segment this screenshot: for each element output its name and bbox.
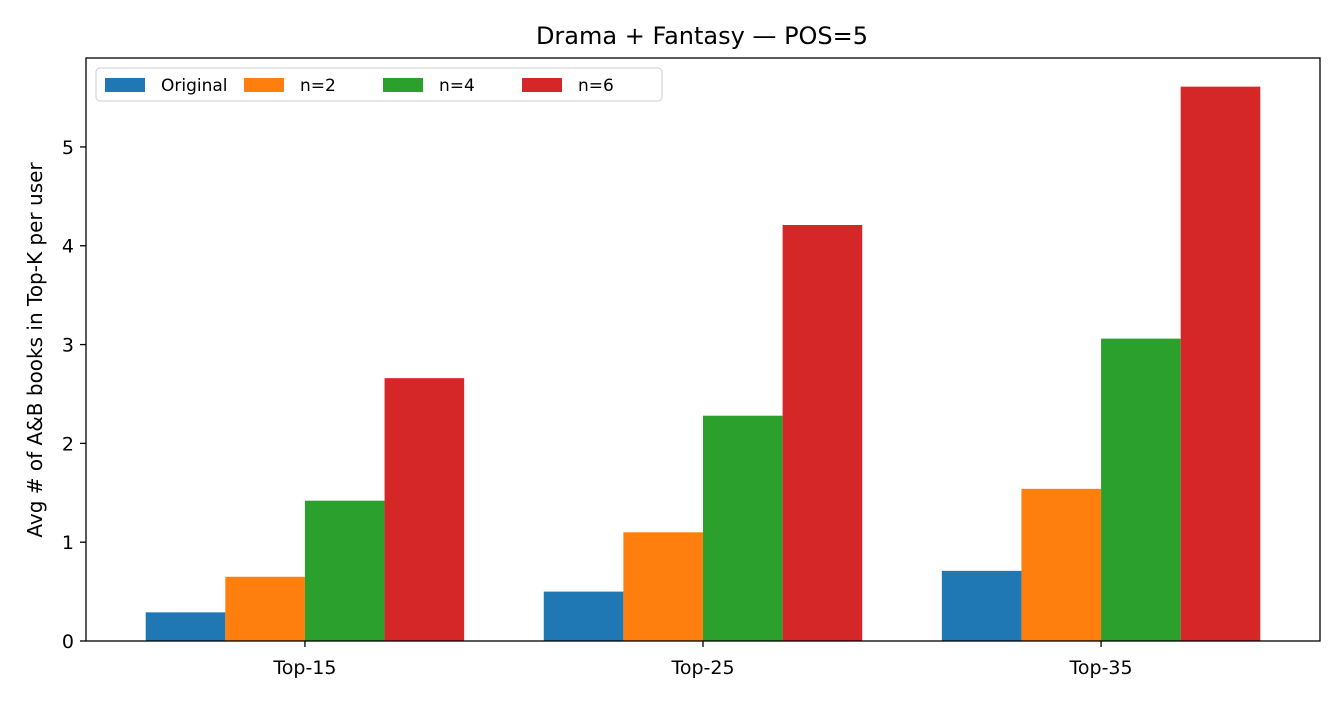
bar	[543, 591, 624, 641]
bar	[304, 500, 385, 641]
bar	[225, 576, 305, 641]
legend-swatch	[244, 78, 284, 92]
x-axis: Top-15 Top-25 Top-35	[272, 641, 1133, 679]
x-tick-label: Top-15	[272, 657, 336, 679]
legend-label: n=4	[439, 76, 475, 96]
legend-label: n=2	[300, 76, 336, 96]
y-tick-label: 5	[62, 137, 74, 159]
bar	[941, 570, 1022, 641]
legend-swatch	[105, 78, 145, 92]
bar	[1021, 488, 1102, 641]
y-tick-label: 2	[62, 433, 74, 455]
bar	[1101, 338, 1181, 641]
plot-frame	[85, 57, 1321, 642]
bar	[623, 532, 703, 641]
bar	[703, 415, 783, 641]
y-tick-label: 0	[62, 631, 74, 653]
y-axis: 0 1 2 3 4 5	[62, 137, 86, 653]
y-tick-label: 1	[62, 532, 74, 554]
y-tick-label: 3	[62, 335, 74, 357]
y-axis-label: Avg # of A&B books in Top-K per user	[23, 162, 47, 538]
x-tick-label: Top-25	[670, 657, 734, 679]
legend: Original n=2 n=4 n=6	[95, 67, 663, 102]
bar	[384, 378, 465, 641]
bar	[145, 612, 226, 641]
y-tick-label: 4	[62, 236, 74, 258]
x-tick-label: Top-35	[1069, 657, 1133, 679]
bar	[1180, 86, 1261, 641]
legend-box	[95, 67, 663, 102]
bars-group	[145, 86, 1261, 641]
legend-label: Original	[161, 76, 228, 96]
legend-label: n=6	[578, 76, 614, 96]
bar	[782, 224, 863, 641]
legend-swatch	[522, 78, 562, 92]
chart-title: Drama + Fantasy — POS=5	[536, 22, 868, 50]
legend-swatch	[383, 78, 423, 92]
